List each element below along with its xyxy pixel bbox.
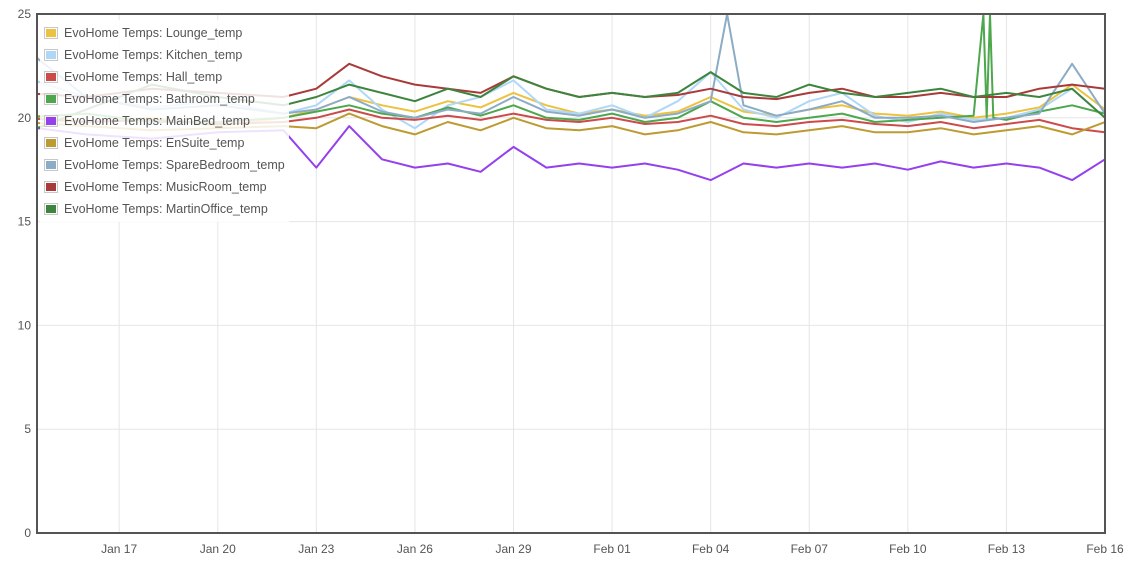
legend-item: EvoHome Temps: MartinOffice_temp <box>44 198 285 220</box>
legend-item: EvoHome Temps: Bathroom_temp <box>44 88 285 110</box>
legend-label: EvoHome Temps: MartinOffice_temp <box>64 202 268 216</box>
legend-label: EvoHome Temps: EnSuite_temp <box>64 136 245 150</box>
x-tick-label: Feb 01 <box>593 542 631 556</box>
x-tick-label: Jan 29 <box>495 542 531 556</box>
legend-label: EvoHome Temps: SpareBedroom_temp <box>64 158 285 172</box>
legend-swatch <box>44 49 58 61</box>
x-tick-label: Feb 04 <box>692 542 730 556</box>
legend-label: EvoHome Temps: Kitchen_temp <box>64 48 243 62</box>
series-line-5 <box>37 125 1105 182</box>
y-tick-label: 10 <box>18 318 32 332</box>
x-tick-label: Feb 16 <box>1086 542 1124 556</box>
legend-item: EvoHome Temps: Kitchen_temp <box>44 44 285 66</box>
legend-item: EvoHome Temps: MusicRoom_temp <box>44 176 285 198</box>
legend-item: EvoHome Temps: MainBed_temp <box>44 110 285 132</box>
x-tick-label: Feb 13 <box>988 542 1026 556</box>
y-tick-label: 25 <box>18 7 32 21</box>
legend-label: EvoHome Temps: MusicRoom_temp <box>64 180 267 194</box>
legend-label: EvoHome Temps: Hall_temp <box>64 70 223 84</box>
legend-swatch <box>44 71 58 83</box>
legend-swatch <box>44 181 58 193</box>
x-tick-label: Feb 07 <box>791 542 829 556</box>
x-tick-label: Jan 23 <box>298 542 334 556</box>
legend-swatch <box>44 203 58 215</box>
series-line-3 <box>37 108 1105 134</box>
legend-label: EvoHome Temps: Bathroom_temp <box>64 92 255 106</box>
legend-swatch <box>44 27 58 39</box>
legend-label: EvoHome Temps: Lounge_temp <box>64 26 243 40</box>
series-line-2 <box>37 71 1105 130</box>
legend-item: EvoHome Temps: Hall_temp <box>44 66 285 88</box>
chart-legend: EvoHome Temps: Lounge_temp EvoHome Temps:… <box>40 20 289 222</box>
x-tick-label: Feb 10 <box>889 542 927 556</box>
y-tick-label: 0 <box>24 526 31 540</box>
legend-swatch <box>44 93 58 105</box>
x-tick-label: Jan 26 <box>397 542 433 556</box>
legend-item: EvoHome Temps: Lounge_temp <box>44 22 285 44</box>
series-line-7 <box>37 14 1105 123</box>
legend-label: EvoHome Temps: MainBed_temp <box>64 114 250 128</box>
y-tick-label: 20 <box>18 111 32 125</box>
legend-item: EvoHome Temps: EnSuite_temp <box>44 132 285 154</box>
legend-swatch <box>44 115 58 127</box>
x-tick-label: Jan 17 <box>101 542 137 556</box>
legend-swatch <box>44 137 58 149</box>
legend-item: EvoHome Temps: SpareBedroom_temp <box>44 154 285 176</box>
plot-border <box>36 13 1106 534</box>
series-line-4 <box>37 14 1105 123</box>
y-tick-label: 15 <box>18 215 32 229</box>
series-line-9 <box>37 71 1105 130</box>
series-line-6 <box>37 112 1105 136</box>
y-tick-label: 5 <box>24 422 31 436</box>
legend-swatch <box>44 159 58 171</box>
x-tick-label: Jan 20 <box>200 542 236 556</box>
